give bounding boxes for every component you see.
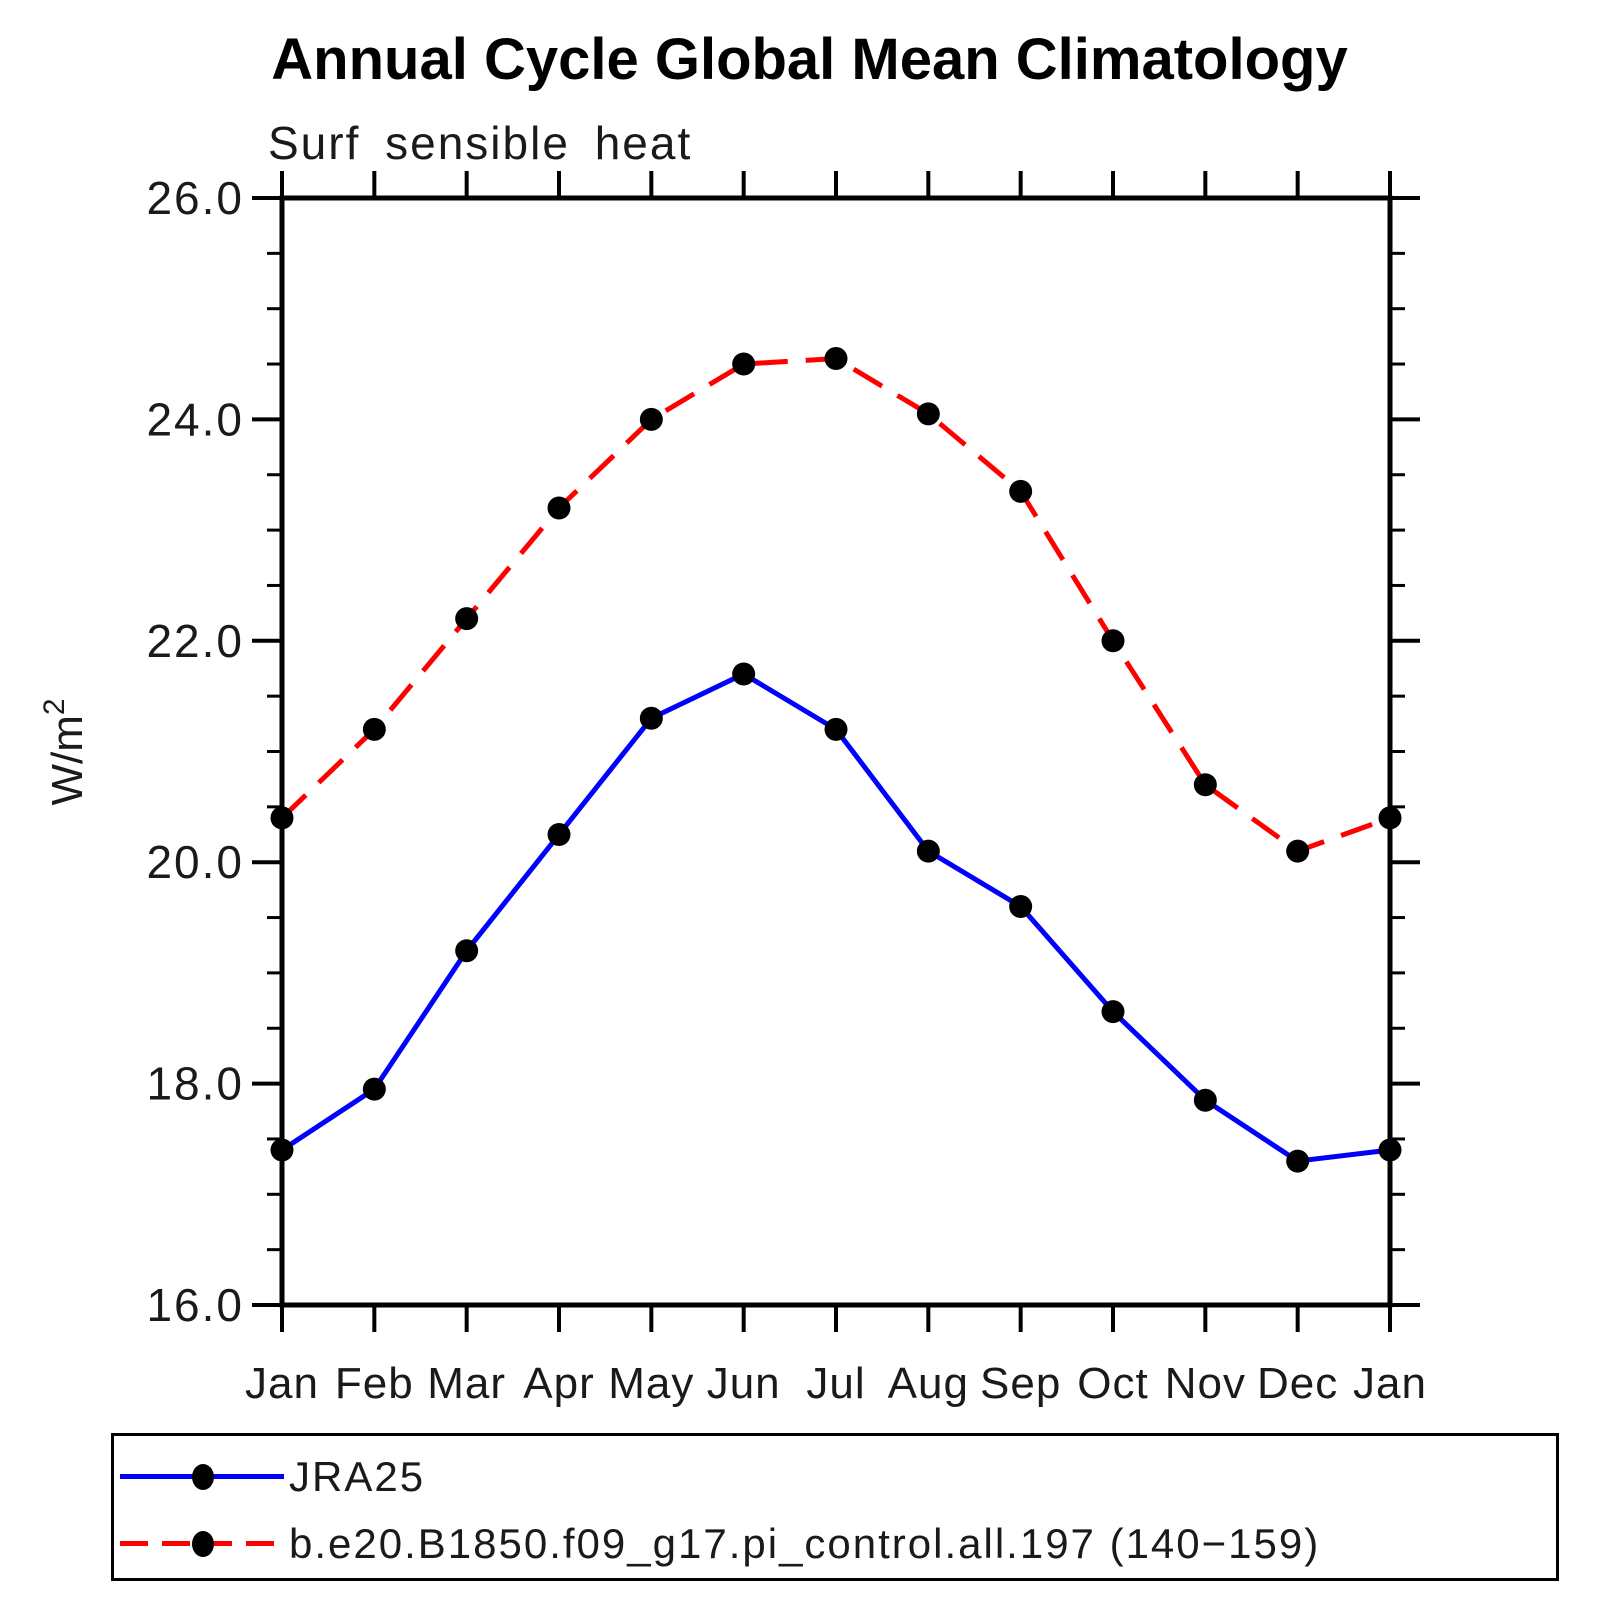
y-tick-label: 18.0 bbox=[146, 1058, 244, 1110]
legend-item-jra25: JRA25 bbox=[117, 1452, 1553, 1502]
y-tick-label: 20.0 bbox=[146, 836, 244, 888]
legend: JRA25 b.e20.B1850.f09_g17.pi_control.all… bbox=[111, 1433, 1559, 1581]
data-point-marker bbox=[547, 496, 571, 520]
data-point-marker bbox=[1101, 1000, 1125, 1024]
x-tick-label: May bbox=[608, 1359, 694, 1408]
y-tick-label: 26.0 bbox=[146, 172, 244, 224]
data-point-marker bbox=[1009, 479, 1033, 503]
series-line-jra25 bbox=[280, 671, 1391, 1164]
x-tick-label: Sep bbox=[980, 1359, 1061, 1408]
legend-item-model: b.e20.B1850.f09_g17.pi_control.all.197 (… bbox=[117, 1519, 1553, 1569]
data-point-marker bbox=[362, 717, 386, 741]
data-point-marker bbox=[732, 662, 756, 686]
data-point-marker bbox=[270, 806, 294, 830]
x-tick-label: Jan bbox=[245, 1359, 319, 1408]
legend-sample-dashed-line bbox=[117, 1519, 289, 1569]
series-line-model bbox=[280, 355, 1391, 854]
data-point-marker bbox=[1378, 1138, 1402, 1162]
x-tick-label: Jan bbox=[1353, 1359, 1427, 1408]
legend-marker-dot-icon bbox=[192, 1531, 214, 1557]
x-tick-label: Nov bbox=[1165, 1359, 1246, 1408]
x-tick-label: Dec bbox=[1257, 1359, 1338, 1408]
x-tick-label: Oct bbox=[1077, 1359, 1148, 1408]
y-tick-label: 22.0 bbox=[146, 615, 244, 667]
data-point-marker bbox=[639, 407, 663, 431]
x-tick-label: Mar bbox=[427, 1359, 506, 1408]
data-point-marker bbox=[362, 1077, 386, 1101]
y-axis-title: W/m2 bbox=[38, 698, 92, 805]
data-point-marker bbox=[455, 607, 479, 631]
data-point-marker bbox=[1009, 894, 1033, 918]
x-tick-label: Aug bbox=[888, 1359, 969, 1408]
data-point-marker bbox=[916, 402, 940, 426]
chart-title: Annual Cycle Global Mean Climatology bbox=[271, 27, 1348, 92]
chart-subtitle: Surf sensible heat bbox=[268, 117, 693, 169]
data-point-marker bbox=[455, 939, 479, 963]
data-point-marker bbox=[639, 706, 663, 730]
legend-sample-solid-line bbox=[117, 1452, 289, 1502]
data-point-marker bbox=[1101, 629, 1125, 653]
data-point-marker bbox=[824, 717, 848, 741]
legend-label: JRA25 bbox=[289, 1453, 426, 1500]
legend-label: b.e20.B1850.f09_g17.pi_control.all.197 (… bbox=[289, 1520, 1321, 1567]
data-point-marker bbox=[916, 839, 940, 863]
data-point-marker bbox=[270, 1138, 294, 1162]
data-point-marker bbox=[1193, 1088, 1217, 1112]
data-point-marker bbox=[547, 823, 571, 847]
data-point-marker bbox=[824, 347, 848, 371]
data-point-marker bbox=[732, 352, 756, 376]
y-tick-label: 16.0 bbox=[146, 1279, 244, 1331]
x-tick-label: Jul bbox=[806, 1359, 865, 1408]
x-tick-label: Jun bbox=[707, 1359, 781, 1408]
data-point-marker bbox=[1286, 839, 1310, 863]
data-point-marker bbox=[1193, 773, 1217, 797]
y-tick-label: 24.0 bbox=[146, 393, 244, 445]
x-tick-label: Apr bbox=[523, 1359, 594, 1408]
legend-marker-dot-icon bbox=[192, 1464, 214, 1490]
x-ticks bbox=[280, 171, 1392, 1332]
x-tick-label: Feb bbox=[335, 1359, 414, 1408]
data-point-marker bbox=[1378, 806, 1402, 830]
data-point-marker bbox=[1286, 1149, 1310, 1173]
